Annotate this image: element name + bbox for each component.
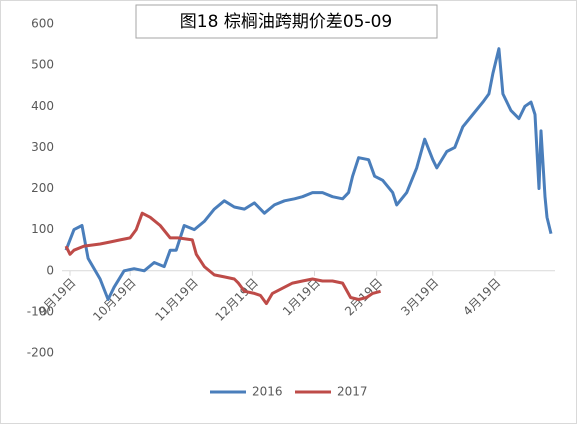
series-line bbox=[64, 211, 381, 306]
y-tick-label: 0 bbox=[46, 263, 54, 277]
y-tick-label: 400 bbox=[31, 99, 54, 113]
title-box bbox=[135, 4, 438, 39]
y-tick-label: -100 bbox=[27, 304, 54, 318]
series-line bbox=[64, 47, 553, 301]
y-tick-label: -200 bbox=[27, 346, 54, 360]
y-tick-label: 300 bbox=[31, 140, 54, 154]
y-tick-label: 600 bbox=[31, 17, 54, 31]
chart-title: 图18 棕榈油跨期价差05-09 bbox=[180, 12, 392, 32]
legend-label: 2016 bbox=[252, 385, 283, 399]
legend-label: 2017 bbox=[337, 385, 368, 399]
y-tick-label: 100 bbox=[31, 222, 54, 236]
y-tick-label: 200 bbox=[31, 181, 54, 195]
y-tick-label: 500 bbox=[31, 58, 54, 72]
